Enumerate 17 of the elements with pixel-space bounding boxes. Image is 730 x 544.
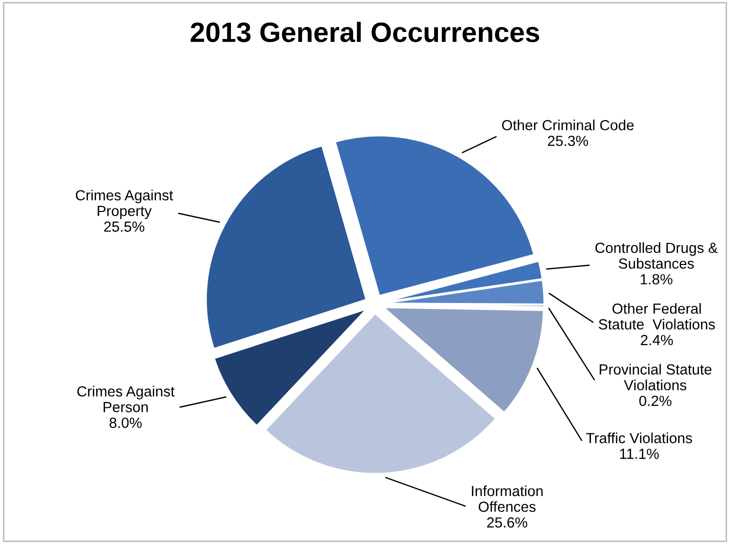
data-label: 25.5%: [104, 221, 144, 232]
data-label: 1.8%: [640, 274, 672, 284]
slice-label: Crimes Against Property: [76, 190, 174, 219]
slice-label: Information Offences: [472, 485, 543, 512]
data-label: 0.2%: [639, 396, 672, 406]
data-label: 25.3%: [548, 136, 588, 146]
slice-label: Provincial Statute Violations: [600, 364, 712, 390]
slice-label: Traffic Violations: [586, 432, 692, 444]
data-label: 11.1%: [620, 448, 659, 459]
chart-title: 2013 General Occurrences: [190, 22, 540, 42]
data-label: 2.4%: [640, 334, 673, 346]
slice-label: Crimes Against Person: [77, 386, 174, 412]
slice-label: Controlled Drugs & Substances: [595, 242, 718, 269]
slice-label: Other Criminal Code: [502, 120, 634, 130]
data-label: 8.0%: [110, 418, 142, 428]
slice-label: Other Federal Statute Violations: [598, 303, 715, 330]
data-label: 25.6%: [487, 517, 528, 528]
